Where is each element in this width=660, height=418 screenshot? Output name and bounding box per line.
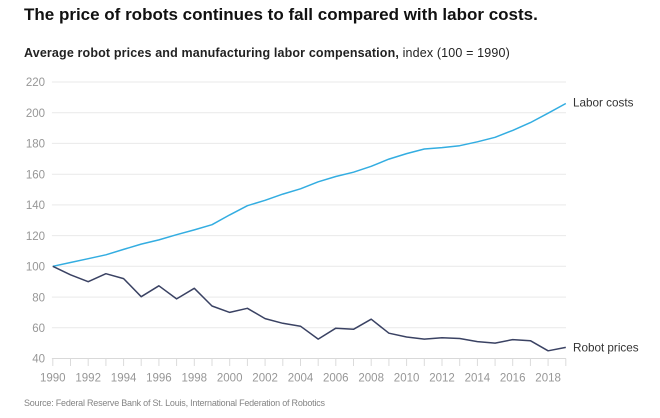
svg-text:200: 200 bbox=[26, 108, 45, 120]
svg-text:180: 180 bbox=[26, 139, 45, 151]
svg-text:1990: 1990 bbox=[40, 372, 66, 384]
svg-text:2000: 2000 bbox=[217, 372, 243, 384]
svg-text:1992: 1992 bbox=[75, 372, 101, 384]
svg-text:Labor costs: Labor costs bbox=[573, 97, 634, 110]
svg-text:2002: 2002 bbox=[252, 372, 278, 384]
svg-text:140: 140 bbox=[26, 200, 45, 212]
svg-text:2016: 2016 bbox=[500, 372, 526, 384]
svg-text:220: 220 bbox=[26, 77, 45, 89]
svg-text:Robot prices: Robot prices bbox=[573, 342, 639, 355]
svg-text:2008: 2008 bbox=[358, 372, 384, 384]
svg-text:1998: 1998 bbox=[182, 372, 208, 384]
svg-text:120: 120 bbox=[26, 231, 45, 243]
svg-text:100: 100 bbox=[26, 262, 45, 274]
svg-text:2010: 2010 bbox=[394, 372, 420, 384]
svg-text:80: 80 bbox=[32, 292, 45, 304]
svg-text:2014: 2014 bbox=[465, 372, 491, 384]
svg-text:1996: 1996 bbox=[146, 372, 172, 384]
svg-text:2018: 2018 bbox=[535, 372, 561, 384]
svg-text:1994: 1994 bbox=[111, 372, 137, 384]
svg-text:2004: 2004 bbox=[288, 372, 314, 384]
svg-text:160: 160 bbox=[26, 169, 45, 181]
svg-text:60: 60 bbox=[32, 323, 45, 335]
svg-text:2006: 2006 bbox=[323, 372, 349, 384]
svg-text:2012: 2012 bbox=[429, 372, 455, 384]
svg-text:40: 40 bbox=[32, 354, 45, 366]
